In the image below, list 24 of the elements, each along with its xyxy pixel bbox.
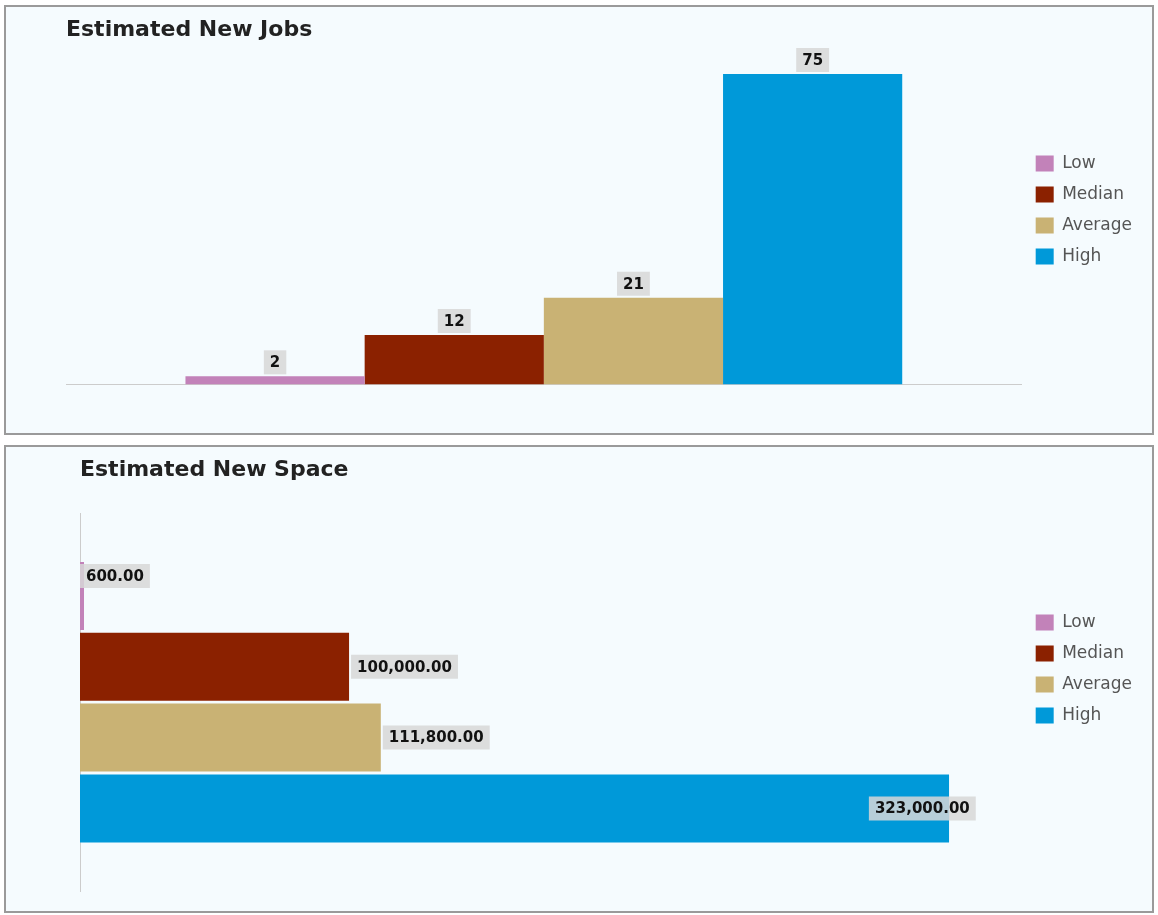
bar [364,334,544,385]
legend-label: High [1062,244,1102,265]
bar [80,632,350,701]
bar [185,376,365,385]
data-label: 111,800.00 [388,728,484,747]
legend-label: Average [1062,213,1132,234]
legend-label: Median [1062,182,1125,203]
legend-label: Median [1062,641,1125,662]
data-label: 600.00 [86,566,144,585]
data-label: 21 [623,274,644,293]
legend-label: Average [1062,672,1132,693]
chart-title: Estimated New Space [80,455,349,481]
legend-label: High [1062,703,1102,724]
data-label: 12 [443,311,465,330]
data-label: 323,000.00 [874,799,970,818]
data-label: 2 [269,353,281,372]
bar [723,74,903,385]
bar [80,703,381,772]
chart-title: Estimated New Jobs [66,15,313,41]
data-label: 75 [802,50,824,69]
legend-label: Low [1062,610,1096,631]
legend-label: Low [1062,151,1096,172]
data-label: 100,000.00 [357,657,452,676]
bar [543,297,724,385]
